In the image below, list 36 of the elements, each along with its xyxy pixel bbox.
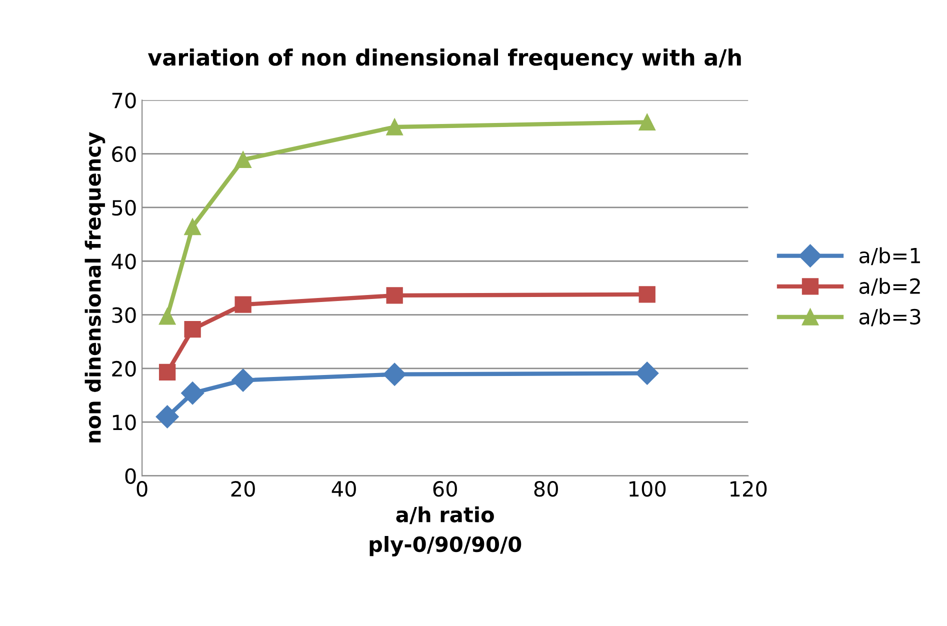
- y-tick-label: 70: [112, 92, 136, 108]
- point: [383, 362, 406, 386]
- point: [158, 364, 176, 381]
- point: [638, 286, 656, 303]
- legend-label: a/b=3: [859, 308, 920, 326]
- y-tick-label: 30: [112, 307, 136, 323]
- point: [636, 362, 659, 385]
- x-tick-label: 120: [730, 480, 767, 497]
- x-tick-label: 80: [534, 480, 558, 497]
- y-axis-title: non dinensional frequency: [84, 132, 106, 442]
- point: [158, 308, 176, 325]
- y-tick-label: 20: [112, 360, 136, 377]
- point: [234, 296, 252, 313]
- point: [386, 118, 403, 136]
- point: [234, 151, 252, 168]
- x-tick-label: 100: [630, 480, 666, 497]
- x-tick-label: 0: [136, 480, 148, 497]
- y-tick-label: 0: [125, 468, 136, 484]
- x-tick-label: 40: [332, 480, 356, 497]
- y-tick-label: 40: [112, 254, 136, 270]
- point: [184, 218, 201, 236]
- y-tick-label: 10: [112, 414, 136, 430]
- point: [232, 368, 255, 392]
- point: [184, 320, 201, 338]
- point: [386, 287, 403, 304]
- legend-label: a/b=1: [859, 247, 920, 266]
- chart-title: variation of non dinensional frequency with a/h: [148, 48, 741, 70]
- y-tick-label: 50: [112, 200, 136, 216]
- point: [181, 382, 204, 405]
- x-tick-label: 20: [231, 480, 255, 497]
- x-axis-title: a/h ratio ply-0/90/90/0: [370, 506, 522, 556]
- legend-label: a/b=2: [859, 278, 920, 296]
- point: [156, 405, 179, 428]
- y-tick-label: 60: [112, 146, 136, 162]
- x-tick-label: 60: [433, 480, 457, 497]
- point: [638, 114, 656, 130]
